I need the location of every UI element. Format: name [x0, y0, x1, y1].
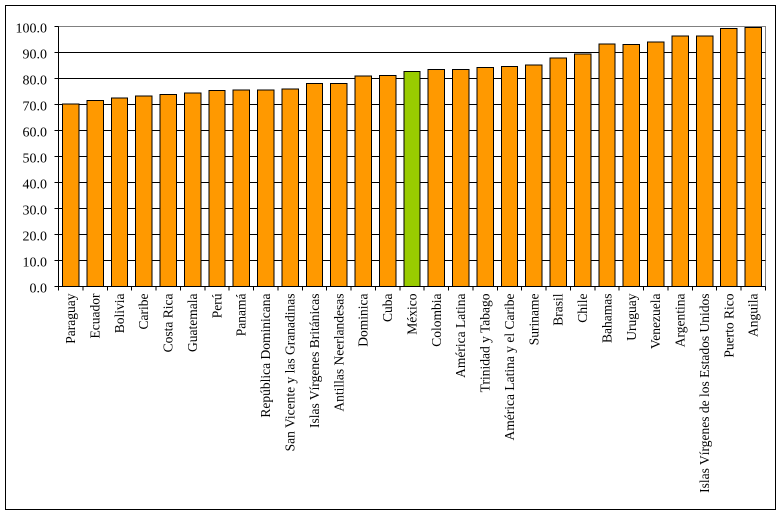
svg-text:70.0: 70.0 [23, 100, 48, 115]
svg-text:30.0: 30.0 [23, 204, 48, 219]
svg-text:90.0: 90.0 [23, 48, 48, 63]
svg-text:Brasil: Brasil [551, 293, 566, 325]
svg-text:Bahamas: Bahamas [599, 294, 614, 344]
svg-text:Panamá: Panamá [234, 294, 249, 337]
svg-text:México: México [404, 293, 419, 334]
svg-text:Anguila: Anguila [746, 293, 761, 337]
svg-text:60.0: 60.0 [23, 126, 48, 141]
svg-text:Venezuela: Venezuela [648, 293, 663, 348]
svg-text:Chile: Chile [575, 293, 590, 322]
svg-text:Antillas Neerlandesas: Antillas Neerlandesas [331, 294, 346, 412]
svg-text:Puerto Rico: Puerto Rico [721, 293, 736, 357]
svg-text:20.0: 20.0 [23, 230, 48, 245]
svg-text:50.0: 50.0 [23, 152, 48, 167]
svg-text:Uruguay: Uruguay [624, 293, 639, 340]
svg-text:América Latina: América Latina [453, 294, 468, 378]
svg-text:América Latina y el Caribe: América Latina y el Caribe [502, 293, 517, 440]
svg-text:Trinidad y Tabago: Trinidad y Tabago [478, 293, 493, 392]
svg-text:Bolivia: Bolivia [112, 293, 127, 333]
svg-text:Suriname: Suriname [526, 294, 541, 346]
svg-text:San Vicente y las Granadinas: San Vicente y las Granadinas [283, 294, 298, 452]
svg-text:Caribe: Caribe [136, 294, 151, 330]
svg-text:80.0: 80.0 [23, 74, 48, 89]
svg-text:Perú: Perú [209, 293, 224, 318]
svg-text:Islas Vírgenes Británicas: Islas Vírgenes Británicas [307, 294, 322, 428]
svg-text:Ecuador: Ecuador [87, 293, 102, 338]
svg-text:Argentina: Argentina [673, 294, 688, 348]
svg-text:100.0: 100.0 [16, 22, 48, 37]
svg-text:República Dominicana: República Dominicana [258, 294, 273, 418]
svg-text:10.0: 10.0 [23, 256, 48, 271]
svg-text:Islas Vírgenes de los Estados: Islas Vírgenes de los Estados Unidos [697, 294, 712, 493]
svg-text:Colombia: Colombia [429, 293, 444, 346]
svg-text:Paraguay: Paraguay [63, 293, 78, 343]
svg-text:40.0: 40.0 [23, 178, 48, 193]
svg-text:Costa Rica: Costa Rica [161, 294, 176, 353]
svg-text:Dominica: Dominica [356, 294, 371, 347]
svg-text:Cuba: Cuba [380, 293, 395, 322]
svg-text:Guatemala: Guatemala [185, 294, 200, 352]
svg-text:0.0: 0.0 [30, 282, 48, 297]
